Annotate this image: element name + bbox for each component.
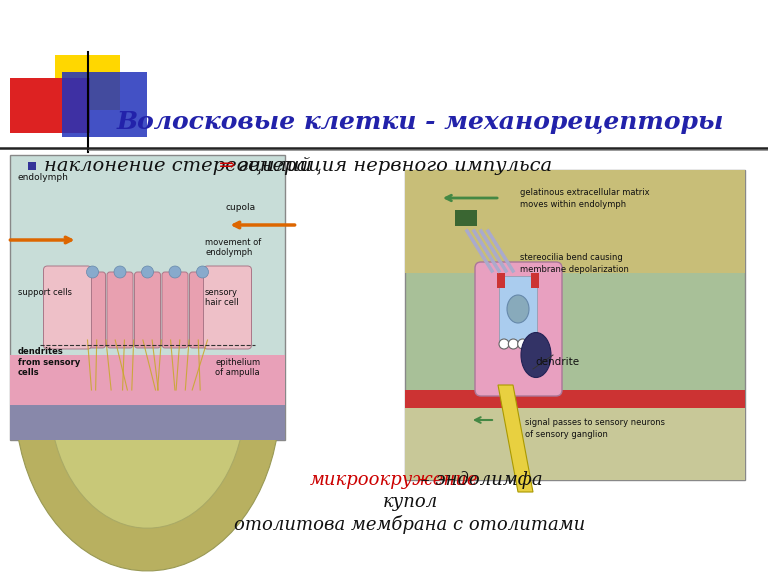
Text: movement of
endolymph: movement of endolymph	[205, 238, 261, 257]
FancyBboxPatch shape	[162, 272, 188, 348]
Circle shape	[114, 266, 126, 278]
FancyBboxPatch shape	[134, 272, 161, 348]
FancyBboxPatch shape	[107, 272, 133, 348]
Ellipse shape	[521, 332, 551, 377]
FancyBboxPatch shape	[405, 170, 745, 480]
FancyBboxPatch shape	[190, 272, 216, 348]
Text: отолитова мембрана с отолитами: отолитова мембрана с отолитами	[234, 514, 586, 533]
Text: генерация нервного импульса: генерация нервного импульса	[232, 157, 552, 175]
FancyBboxPatch shape	[10, 405, 285, 440]
Circle shape	[141, 266, 154, 278]
FancyBboxPatch shape	[10, 155, 285, 440]
FancyBboxPatch shape	[204, 266, 251, 349]
FancyBboxPatch shape	[62, 72, 147, 137]
Text: signal passes to sensory neurons: signal passes to sensory neurons	[525, 418, 665, 427]
Ellipse shape	[507, 295, 529, 323]
Text: купол: купол	[382, 493, 438, 511]
FancyBboxPatch shape	[497, 273, 505, 288]
FancyBboxPatch shape	[55, 55, 120, 110]
Text: epithelium
of ampulla: epithelium of ampulla	[215, 358, 260, 377]
Text: membrane depolarization: membrane depolarization	[520, 265, 629, 274]
FancyBboxPatch shape	[475, 262, 562, 396]
Text: микроокружение: микроокружение	[310, 471, 478, 489]
Polygon shape	[498, 385, 533, 492]
FancyBboxPatch shape	[10, 78, 90, 133]
FancyBboxPatch shape	[10, 355, 285, 410]
FancyBboxPatch shape	[499, 276, 537, 343]
FancyBboxPatch shape	[405, 390, 745, 408]
Text: ⇒: ⇒	[219, 157, 235, 175]
Text: stereocilia bend causing: stereocilia bend causing	[520, 253, 623, 262]
Text: support cells: support cells	[18, 288, 72, 297]
Circle shape	[197, 266, 208, 278]
Circle shape	[508, 339, 518, 349]
Text: dendrite: dendrite	[535, 357, 579, 367]
Text: of sensory ganglion: of sensory ganglion	[525, 430, 608, 439]
FancyBboxPatch shape	[405, 170, 745, 273]
Text: – эндолимфа: – эндолимфа	[415, 471, 543, 489]
FancyBboxPatch shape	[405, 408, 745, 480]
Text: Волосковые клетки - механорецепторы: Волосковые клетки - механорецепторы	[116, 110, 723, 134]
Circle shape	[527, 339, 537, 349]
FancyBboxPatch shape	[455, 210, 477, 226]
FancyBboxPatch shape	[80, 272, 105, 348]
FancyBboxPatch shape	[531, 273, 539, 288]
FancyBboxPatch shape	[28, 162, 36, 170]
Circle shape	[518, 339, 528, 349]
FancyBboxPatch shape	[44, 266, 91, 349]
Text: endolymph: endolymph	[18, 173, 69, 182]
Circle shape	[87, 266, 98, 278]
Text: sensory
hair cell: sensory hair cell	[205, 287, 239, 307]
Text: gelatinous extracellular matrix: gelatinous extracellular matrix	[520, 188, 650, 197]
Text: cupola: cupola	[225, 203, 255, 212]
Polygon shape	[15, 400, 280, 571]
Text: dendrites
from sensory
cells: dendrites from sensory cells	[18, 347, 80, 377]
Text: наклонение стереоцилий: наклонение стереоцилий	[44, 157, 318, 175]
Polygon shape	[50, 400, 245, 528]
Text: moves within endolymph: moves within endolymph	[520, 200, 626, 209]
Circle shape	[499, 339, 509, 349]
Circle shape	[169, 266, 181, 278]
